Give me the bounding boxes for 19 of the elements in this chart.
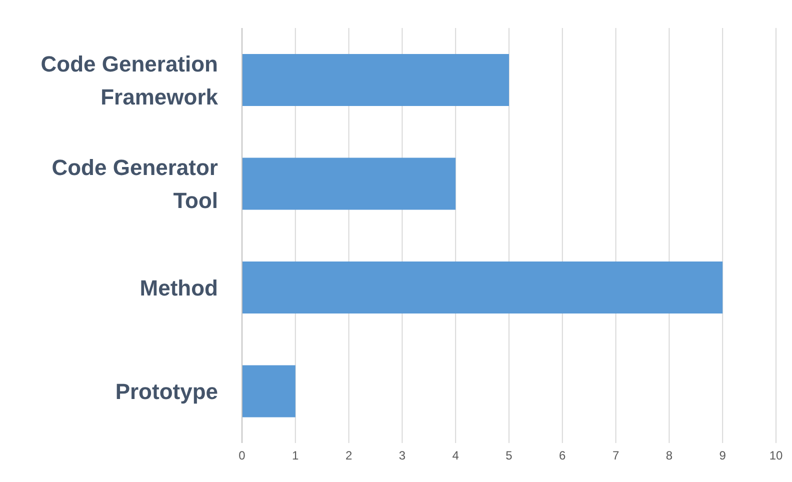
bar: [242, 158, 456, 210]
x-tick-label: 7: [612, 448, 620, 463]
bar: [242, 54, 509, 106]
x-tick-label: 1: [292, 448, 300, 463]
x-tick-label: 4: [452, 448, 460, 463]
x-tick-label: 2: [345, 448, 352, 463]
x-tick-label: 3: [398, 448, 406, 463]
x-tick-label: 10: [769, 448, 783, 463]
y-tick-label: Code Generator Tool: [52, 154, 218, 213]
y-tick-label: Method: [140, 274, 218, 300]
x-tick-label: 8: [666, 448, 673, 463]
x-tick-label: 6: [559, 448, 566, 463]
y-tick-label: Code Generation Framework: [40, 50, 219, 109]
x-tick-label: 9: [719, 448, 726, 463]
bar: [242, 261, 723, 314]
x-tick-label: 0: [238, 448, 246, 463]
bar: [242, 365, 296, 418]
x-tick-label: 5: [506, 448, 513, 463]
y-tick-label: Prototype: [115, 378, 218, 404]
